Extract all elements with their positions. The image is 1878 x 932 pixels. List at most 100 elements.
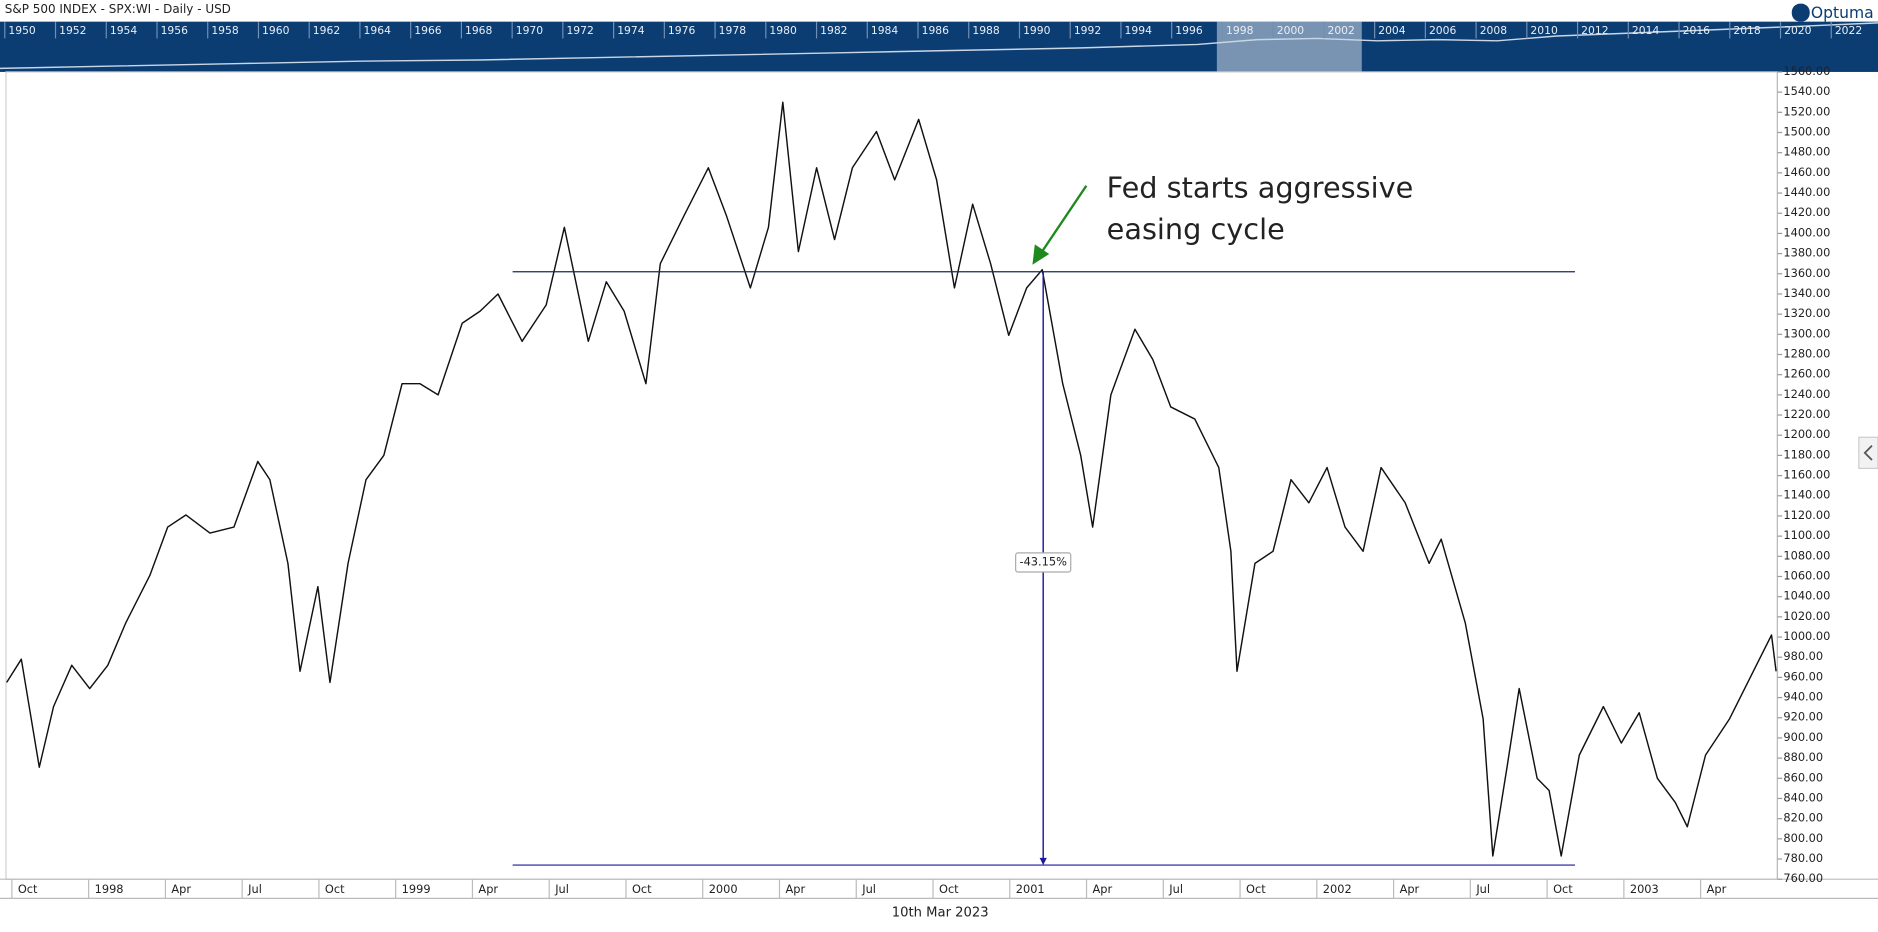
y-tick-label: 820.00 — [1783, 811, 1823, 825]
navigator-year: 1962 — [313, 24, 340, 37]
y-tick-label: 1480.00 — [1783, 145, 1830, 159]
y-tick-label: 800.00 — [1783, 831, 1823, 845]
y-tick-label: 1000.00 — [1783, 629, 1830, 643]
y-tick-label: 1060.00 — [1783, 568, 1830, 582]
x-tick-label: 2000 — [709, 882, 738, 896]
navigator[interactable]: 1950 1952 1954 1956 1958 1960 1962 1964 1966 1968… — [0, 21, 1878, 72]
y-tick-label: 1240.00 — [1783, 387, 1830, 401]
navigator-year: 2006 — [1429, 24, 1457, 37]
navigator-year: 1994 — [1125, 24, 1153, 37]
logo: Optuma — [1811, 4, 1874, 22]
measure-label: -43.15% — [1019, 554, 1067, 568]
side-panel-toggle[interactable] — [1858, 436, 1878, 469]
navigator-year: 1986 — [922, 24, 950, 37]
x-tick-label: Jul — [247, 882, 262, 896]
annotation-text: Fed starts aggressive — [1107, 170, 1414, 204]
chart-title: S&P 500 INDEX - SPX:WI - Daily - USD — [5, 2, 231, 16]
x-tick-label: Jul — [861, 882, 876, 896]
y-tick-label: 1400.00 — [1783, 225, 1830, 239]
y-tick-label: 840.00 — [1783, 790, 1823, 804]
navigator-year: 1984 — [871, 24, 899, 37]
navigator-year: 1988 — [972, 24, 1000, 37]
measure-arrowhead — [1039, 857, 1047, 866]
y-tick-label: 1560.00 — [1783, 64, 1830, 78]
x-tick-label: Oct — [939, 882, 959, 896]
y-tick-label: 860.00 — [1783, 770, 1823, 784]
y-tick-label: 1120.00 — [1783, 508, 1830, 522]
x-tick-label: Apr — [478, 882, 498, 896]
x-tick-label: Jul — [1475, 882, 1490, 896]
logo-icon — [1791, 3, 1810, 22]
y-tick-label: 960.00 — [1783, 669, 1823, 683]
y-tick-label: 980.00 — [1783, 649, 1823, 663]
navigator-year: 2016 — [1683, 24, 1711, 37]
annotation-arrowhead — [1032, 244, 1050, 265]
navigator-year: 1956 — [161, 24, 189, 37]
y-tick-label: 1180.00 — [1783, 447, 1830, 461]
y-tick-label: 1100.00 — [1783, 528, 1830, 542]
y-tick-label: 1500.00 — [1783, 124, 1830, 138]
navigator-year: 1978 — [719, 24, 747, 37]
y-tick-label: 760.00 — [1783, 871, 1823, 885]
y-tick-label: 900.00 — [1783, 730, 1823, 744]
navigator-year: 1966 — [414, 24, 442, 37]
annotation-arrow — [1041, 185, 1088, 253]
navigator-band — [0, 21, 1878, 72]
y-tick-label: 1540.00 — [1783, 84, 1830, 98]
y-tick-label: 1440.00 — [1783, 185, 1830, 199]
y-tick-label: 880.00 — [1783, 750, 1823, 764]
x-tick-label: 1999 — [402, 882, 431, 896]
y-tick-label: 1340.00 — [1783, 286, 1830, 300]
y-tick-label: 1260.00 — [1783, 367, 1830, 381]
y-tick-label: 1320.00 — [1783, 306, 1830, 320]
navigator-year: 2004 — [1378, 24, 1406, 37]
navigator-window[interactable] — [1216, 21, 1362, 72]
x-tick-label: 2001 — [1016, 882, 1045, 896]
navigator-year: 1964 — [364, 24, 392, 37]
navigator-year: 2012 — [1581, 24, 1608, 37]
navigator-year: 2022 — [1835, 24, 1862, 37]
x-tick-label: Apr — [1400, 882, 1420, 896]
y-tick-label: 1280.00 — [1783, 346, 1830, 360]
navigator-year: 1976 — [668, 24, 696, 37]
x-tick-label: 2003 — [1630, 882, 1659, 896]
navigator-year: 2000 — [1277, 24, 1305, 37]
navigator-year: 1974 — [617, 24, 645, 37]
x-tick-label: Oct — [632, 882, 652, 896]
y-tick-label: 1300.00 — [1783, 326, 1830, 340]
annotation-text: easing cycle — [1107, 212, 1285, 246]
navigator-year: 2010 — [1530, 24, 1558, 37]
x-tick-label: Oct — [1553, 882, 1573, 896]
navigator-year: 1982 — [820, 24, 847, 37]
y-tick-label: 1020.00 — [1783, 609, 1830, 623]
y-tick-label: 1380.00 — [1783, 246, 1830, 260]
navigator-year: 1950 — [8, 24, 36, 37]
navigator-year: 1996 — [1175, 24, 1203, 37]
y-tick-label: 920.00 — [1783, 710, 1823, 724]
navigator-year: 1992 — [1074, 24, 1101, 37]
navigator-year: 1980 — [769, 24, 797, 37]
y-tick-label: 1040.00 — [1783, 589, 1830, 603]
navigator-year: 2018 — [1733, 24, 1761, 37]
x-tick-label: Jul — [1168, 882, 1183, 896]
price-line — [6, 101, 1777, 857]
navigator-year: 1972 — [566, 24, 593, 37]
x-tick-label: Oct — [325, 882, 345, 896]
measure-label-box — [1015, 552, 1072, 573]
navigator-year: 2002 — [1327, 24, 1354, 37]
toggle-icon — [1863, 445, 1873, 461]
navigator-year: 1960 — [262, 24, 290, 37]
navigator-year: 1952 — [59, 24, 86, 37]
x-tick-label: Apr — [785, 882, 805, 896]
navigator-year: 2008 — [1480, 24, 1508, 37]
navigator-year: 1968 — [465, 24, 493, 37]
navigator-year: 1998 — [1226, 24, 1254, 37]
footer-date: 10th Mar 2023 — [892, 906, 989, 921]
navigator-year: 2014 — [1632, 24, 1660, 37]
navigator-year: 1954 — [110, 24, 138, 37]
y-tick-label: 1080.00 — [1783, 548, 1830, 562]
y-tick-label: 1360.00 — [1783, 266, 1830, 280]
